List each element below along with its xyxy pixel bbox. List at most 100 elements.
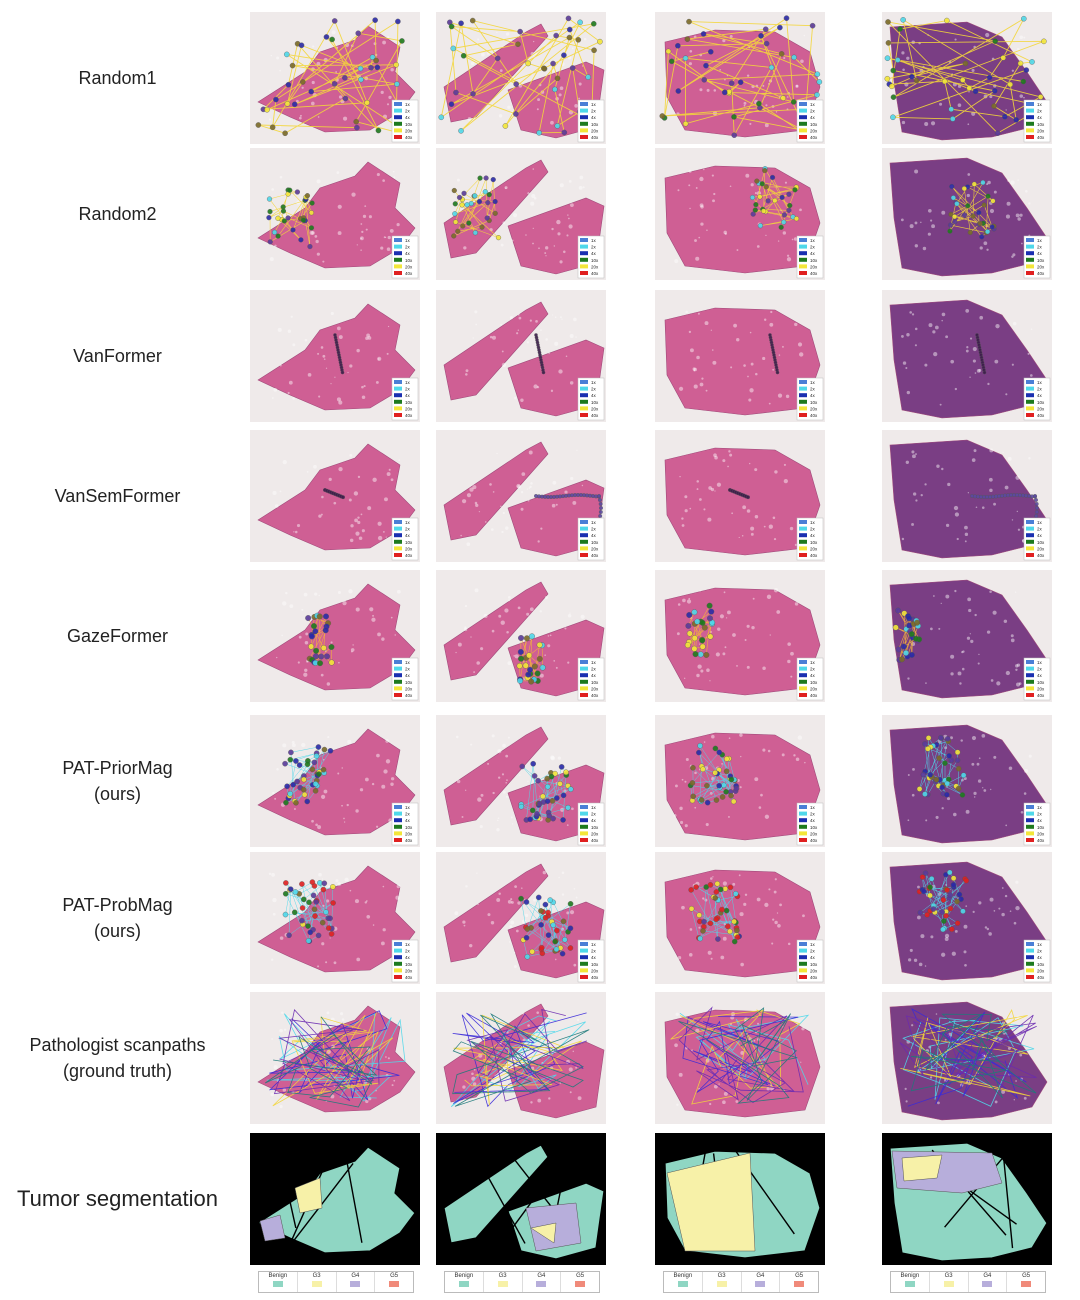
fixation-point: [769, 174, 776, 181]
legend-swatch-10x: [580, 539, 588, 544]
legend-swatch-20x: [1026, 686, 1034, 691]
legend-swatch-40x: [580, 693, 588, 697]
legend-swatch-40x: [394, 413, 402, 417]
fixation-point: [781, 212, 788, 218]
fixation-point: [950, 881, 957, 888]
tissue-slide: [257, 583, 416, 691]
panel-vansem-3: 1x 2x 4x 10x 20x 40x: [655, 430, 825, 562]
legend-swatch-10x: [799, 399, 807, 404]
fixation-point: [688, 887, 694, 893]
legend-label-10x: 10x: [405, 122, 413, 127]
legend-label-10x: 10x: [1037, 258, 1045, 263]
fixation-point: [542, 914, 549, 921]
legend-swatch-2x: [1026, 244, 1034, 249]
legend-label-1x: 1x: [591, 520, 597, 525]
fixation-point: [535, 777, 541, 784]
legend-swatch-1x: [580, 238, 588, 242]
fixation-point: [308, 210, 315, 216]
fixation-point: [293, 758, 299, 764]
legend-label-4x: 4x: [591, 115, 597, 120]
legend-label-2x: 2x: [810, 245, 816, 250]
legend-swatch-10x: [394, 961, 402, 966]
legend-label-1x: 1x: [1037, 238, 1043, 243]
segmentation-legend-swatch: [982, 1281, 993, 1287]
legend-swatch-40x: [799, 553, 807, 557]
fixation-point: [452, 201, 458, 207]
fixation-point: [944, 17, 950, 24]
legend-swatch-1x: [394, 520, 402, 524]
fixation-point: [267, 239, 273, 245]
fixation-point: [542, 901, 549, 908]
fixation-point: [565, 15, 572, 22]
fixation-point: [528, 678, 535, 685]
fixation-point: [699, 619, 706, 626]
legend-label-40x: 40x: [810, 693, 818, 698]
fixation-point: [342, 95, 349, 102]
legend-swatch-20x: [394, 128, 402, 133]
legend-label-4x: 4x: [591, 251, 597, 256]
fixation-point: [567, 925, 574, 932]
legend-swatch-1x: [799, 660, 807, 664]
fixation-point: [456, 194, 463, 201]
fixation-point: [895, 646, 902, 653]
legend-label-2x: 2x: [591, 527, 597, 532]
legend-label-1x: 1x: [405, 942, 411, 947]
panel-random1-2: 1x 2x 4x 10x 20x 40x: [436, 12, 606, 144]
legend-label-2x: 2x: [1037, 527, 1043, 532]
legend-label-2x: 2x: [591, 667, 597, 672]
fixation-point: [954, 920, 961, 926]
fixation-point: [577, 19, 583, 26]
legend-swatch-2x: [1026, 666, 1034, 671]
fixation-point: [513, 111, 519, 117]
fixation-point: [1002, 113, 1008, 120]
legend-label-2x: 2x: [810, 667, 816, 672]
fixation-point: [745, 495, 750, 500]
segmentation-legend: Benign G3 G4 G5: [890, 1271, 1046, 1293]
legend-label-20x: 20x: [810, 406, 818, 411]
fixation-point: [946, 753, 952, 759]
legend-label-40x: 40x: [1037, 693, 1045, 698]
legend-swatch-2x: [394, 244, 402, 249]
fixation-point: [310, 623, 317, 630]
fixation-point: [889, 83, 895, 90]
fixation-point: [472, 230, 478, 236]
fixation-point: [448, 23, 455, 30]
legend-label-40x: 40x: [591, 838, 599, 843]
fixation-point: [734, 927, 740, 934]
fixation-point: [375, 127, 382, 134]
fixation-point: [936, 755, 942, 761]
fixation-point: [340, 495, 345, 500]
fixation-point: [523, 899, 530, 905]
fixation-point: [885, 19, 891, 25]
fixation-point: [922, 870, 929, 876]
fixation-point: [272, 229, 278, 235]
legend-label-4x: 4x: [1037, 115, 1043, 120]
legend-label-20x: 20x: [591, 968, 599, 973]
fixation-point: [282, 890, 289, 897]
fixation-point: [787, 202, 793, 209]
fixation-point: [328, 644, 335, 651]
fixation-point: [947, 222, 954, 228]
scanpath-line: [452, 1012, 590, 1107]
segmentation-legend-item: G5: [1007, 1272, 1045, 1292]
fixation-point: [944, 791, 950, 798]
legend-swatch-20x: [1026, 264, 1034, 269]
fixation-point: [925, 746, 931, 752]
row-label-line: (ours): [93, 784, 141, 804]
legend-label-2x: 2x: [405, 812, 411, 817]
fixation-point: [706, 615, 713, 622]
fixation-point: [721, 89, 728, 96]
fixation-point: [328, 659, 335, 666]
legend-swatch-20x: [799, 406, 807, 411]
fixation-point: [686, 611, 693, 618]
fixation-point: [284, 783, 290, 790]
legend-label-2x: 2x: [591, 245, 597, 250]
fixation-point: [954, 201, 960, 207]
fixation-point: [313, 647, 320, 654]
legend-swatch-10x: [394, 121, 402, 126]
fixation-point: [781, 219, 787, 225]
row-label-truth: Pathologist scanpaths (ground truth): [0, 1032, 235, 1084]
fixation-point: [545, 909, 551, 916]
